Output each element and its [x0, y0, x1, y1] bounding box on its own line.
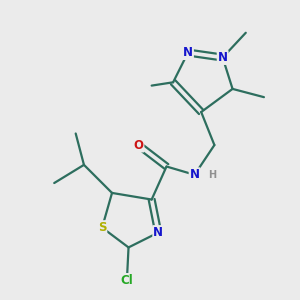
Text: N: N [153, 226, 163, 239]
Text: O: O [134, 139, 143, 152]
Text: N: N [190, 168, 200, 181]
Text: N: N [183, 46, 193, 59]
Text: S: S [98, 221, 106, 234]
Text: Cl: Cl [121, 274, 133, 287]
Text: H: H [208, 170, 216, 180]
Text: N: N [218, 51, 228, 64]
